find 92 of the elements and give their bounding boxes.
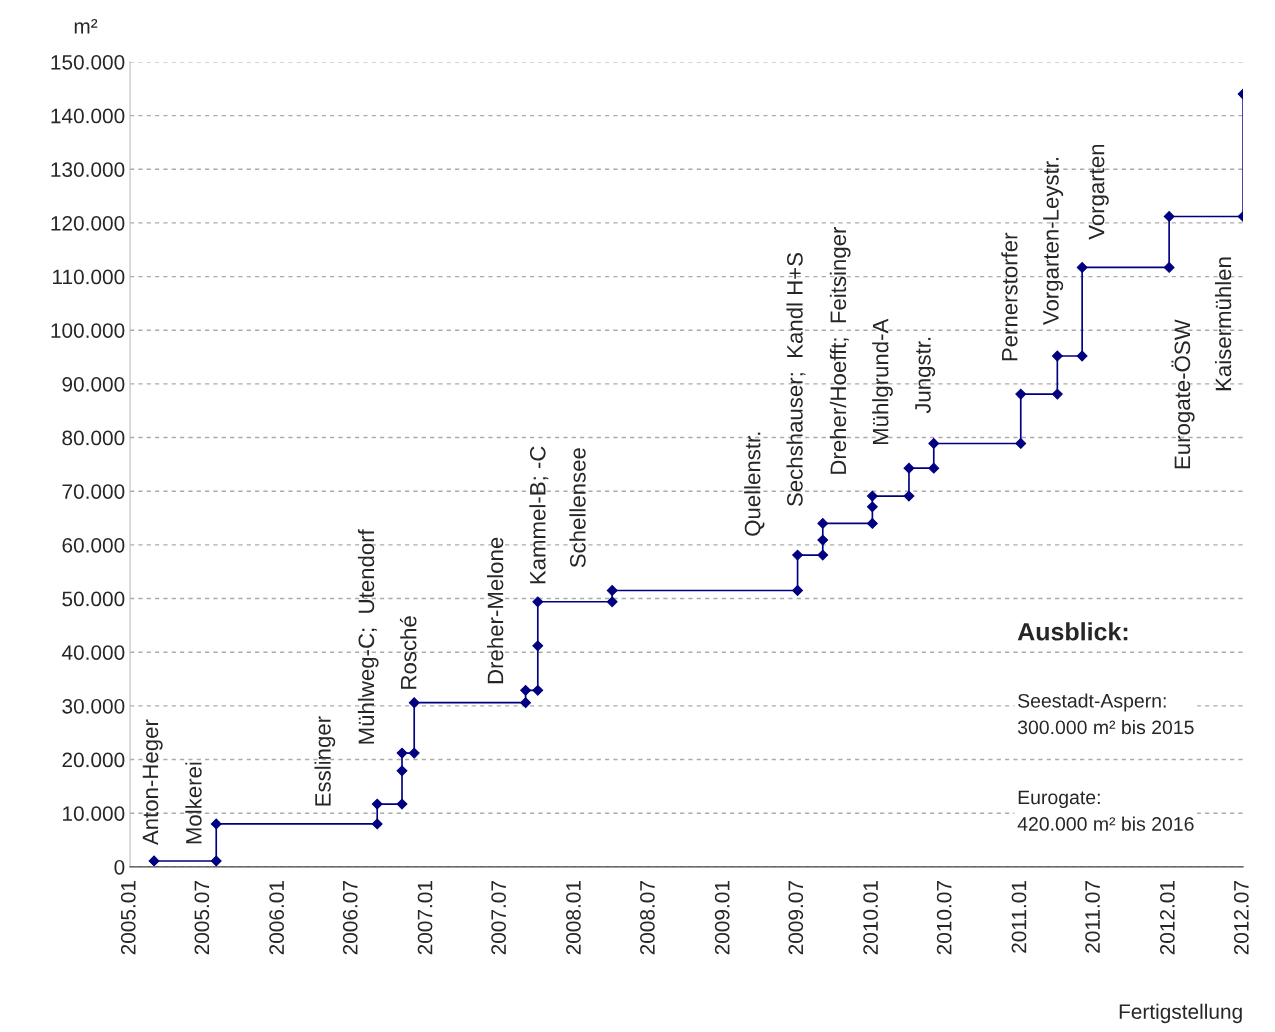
x-tick-label: 2011.01 [1011,881,1027,953]
annotation: Eurogate: 420.000 m² bis 2016 [1017,790,1194,831]
x-tick-label: 2008.01 [566,881,581,955]
x-tick-label: 2007.01 [417,881,433,955]
x-axis-title: Fertigstellung [1119,1003,1242,1024]
annotation: Mühlweg-C; Utendorf [357,529,379,744]
y-tick-label: 140.000 [51,108,125,124]
point [866,518,878,529]
point [817,534,829,546]
x-tick-label: 2012.07 [1233,881,1249,955]
annotation: Vorgarten-Leystr. [1043,157,1064,326]
y-tick-label: 110.000 [53,269,125,285]
annotation: Kammel-B; -C [529,446,549,584]
x-tick-label: 2006.01 [269,881,285,955]
annotation: Sechshauser; Kandl H+S [786,252,806,507]
y-tick-label: 30.000 [62,698,125,714]
point [1163,262,1175,273]
y-tick-label: 0 [114,859,125,875]
y-tick-label: 60.000 [62,537,125,553]
point [903,490,915,502]
point [148,855,160,867]
point [371,818,383,830]
point [210,818,222,830]
y-tick-label: 20.000 [62,752,125,768]
point [1076,262,1088,273]
point [1076,350,1088,362]
x-tick-label: 2009.01 [714,881,730,955]
point [408,697,420,709]
point [520,697,532,709]
y-axis-title: m² [74,18,98,34]
x-tick-label: 2006.07 [342,881,358,955]
y-tick-label: 100.000 [51,323,125,338]
point [928,438,940,449]
annotation: Seestadt-Aspern: 300.000 m² bis 2015 [1017,693,1194,735]
point [1051,388,1063,400]
point [396,747,408,759]
point [532,640,544,652]
annotation: Kaisermühlen [1214,257,1232,391]
x-tick-label: 2009.07 [788,881,804,955]
y-tick-label: 90.000 [62,376,125,392]
annotation: Anton-Heger [142,719,163,846]
point [903,462,915,474]
point [371,798,383,810]
y-tick-label: 10.000 [63,806,125,821]
y-tick-label: 150.000 [51,54,125,70]
point [1051,350,1063,362]
annotation: Dreher-Melone [487,537,504,684]
x-tick-label: 2008.07 [640,881,655,955]
point [210,855,222,867]
point [866,501,878,513]
annotation: Pernerstorfer [1001,232,1018,361]
y-tick-label: 130.000 [51,162,125,177]
annotation: Quellenstr. [744,432,765,536]
point [928,462,940,474]
y-tick-label: 50.000 [62,591,125,607]
point [817,518,829,529]
annotation: Rosché [399,616,417,689]
y-tick-label: 40.000 [61,645,125,660]
point [408,747,420,759]
y-tick-label: 80.000 [62,430,125,446]
x-tick-label: 2005.01 [120,881,136,955]
annotation: Jungstr. [915,337,936,414]
annotation: Ausblick: [1017,622,1128,641]
point [396,765,408,777]
annotation: Dreher/Hoefft; Feitsinger [829,226,851,474]
point [532,684,544,696]
x-tick-label: 2007.07 [491,881,506,955]
point [792,585,803,596]
point [606,585,618,596]
point [1015,438,1027,449]
annotation: Mühlgrund-A [872,318,893,445]
point [817,549,829,561]
annotation: Eurogate-ÖSW [1171,319,1195,469]
annotation: Molkerei [185,762,202,844]
y-tick-label: 70.000 [62,484,125,499]
point [532,596,544,608]
annotation: Esslinger [314,716,336,806]
point [606,596,618,608]
x-tick-label: 2012.01 [1159,881,1175,955]
annotation: Vorgarten [1088,144,1109,240]
x-tick-label: 2010.07 [936,881,952,955]
point [396,798,408,810]
x-tick-label: 2010.01 [863,881,878,955]
x-tick-label: 2011.07 [1085,881,1100,953]
annotation: Schellensee [569,448,586,568]
point [792,549,803,561]
x-tick-label: 2005.07 [194,881,210,955]
y-tick-label: 120.000 [51,215,125,231]
point [866,490,878,502]
point [1163,211,1175,222]
point [520,684,532,696]
point [1015,388,1027,400]
